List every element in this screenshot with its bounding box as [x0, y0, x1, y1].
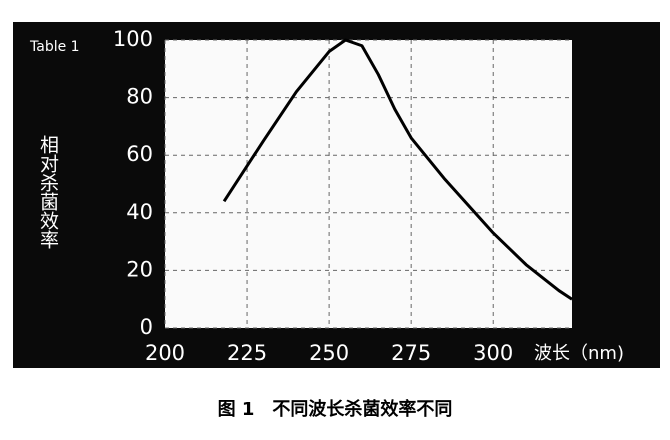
x-tick-label: 275	[391, 341, 431, 365]
y-tick-label: 60	[126, 142, 153, 166]
x-axis-label: 波长（nm)	[534, 343, 624, 364]
x-tick-label: 300	[473, 341, 513, 365]
y-tick-label: 100	[113, 27, 153, 51]
x-tick-label: 225	[227, 341, 267, 365]
x-tick-label: 250	[309, 341, 349, 365]
caption: 图 1 不同波长杀菌效率不同	[218, 398, 453, 420]
y-tick-label: 40	[126, 200, 153, 224]
data-line	[222, 38, 573, 301]
x-tick-label: 200	[145, 341, 185, 365]
y-tick-label: 80	[126, 85, 153, 109]
plot-area	[165, 40, 572, 328]
y-axis-label: 相对杀菌效率	[37, 135, 59, 249]
y-tick-label: 20	[126, 257, 153, 281]
y-tick-label: 0	[140, 315, 153, 339]
annotation: Table 1	[29, 39, 80, 55]
